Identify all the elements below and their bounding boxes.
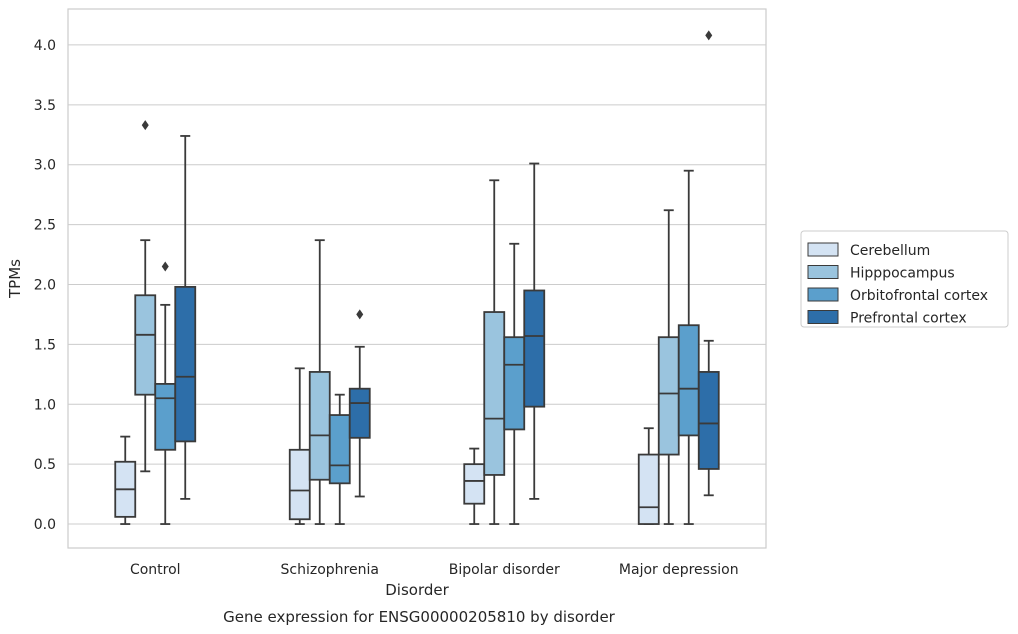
legend-label: Orbitofrontal cortex — [850, 288, 988, 304]
x-axis-label: Disorder — [385, 581, 449, 599]
box-2-2 — [503, 242, 526, 525]
box-1-0 — [288, 367, 311, 525]
box-body — [677, 324, 700, 437]
x-tick-label: Major depression — [619, 562, 739, 578]
y-tick-label: 1.0 — [34, 397, 56, 413]
outlier-point — [161, 261, 169, 272]
box-1-1 — [308, 239, 331, 525]
y-tick-label: 4.0 — [34, 38, 56, 54]
x-tick-label: Bipolar disorder — [449, 562, 560, 578]
box-2-3 — [523, 162, 546, 500]
box-3-0 — [637, 427, 660, 525]
legend-label: Prefrontal cortex — [850, 311, 967, 327]
box-body — [308, 371, 331, 481]
y-tick-label: 3.5 — [34, 98, 56, 114]
outlier-point — [356, 309, 364, 320]
box-body — [503, 336, 526, 431]
box-3-3 — [697, 30, 720, 497]
box-groups — [114, 30, 720, 525]
box-body — [523, 289, 546, 408]
y-tick-label: 1.5 — [34, 337, 56, 353]
y-tick-label: 3.0 — [34, 158, 56, 174]
box-body — [328, 414, 351, 485]
legend-swatch — [807, 287, 839, 302]
legend-swatch — [807, 242, 839, 257]
box-body — [463, 463, 486, 505]
box-1-3 — [348, 309, 371, 498]
box-body — [637, 453, 660, 525]
box-body — [134, 294, 157, 396]
box-0-1 — [134, 120, 157, 473]
box-0-0 — [114, 435, 137, 525]
box-body — [348, 387, 371, 439]
box-body — [483, 311, 506, 476]
box-body — [697, 371, 720, 470]
box-2-0 — [463, 447, 486, 525]
legend-frame — [800, 230, 1009, 328]
box-body — [657, 336, 680, 456]
box-2-1 — [483, 179, 506, 525]
outlier-point — [705, 30, 713, 41]
legend: Cerebellum Hipppocampus Orbitofrontal cort… — [800, 230, 1009, 328]
box-0-3 — [174, 135, 197, 500]
legend-swatch — [807, 265, 839, 279]
legend-swatch — [807, 310, 839, 324]
box-1-2 — [328, 393, 351, 525]
x-tick-label: Control — [130, 562, 181, 578]
box-body — [154, 383, 177, 451]
box-body — [288, 448, 311, 521]
y-axis-ticks: 0.0 0.5 1.0 1.5 2.0 2.5 3.0 3.5 4.0 — [34, 38, 56, 533]
y-tick-label: 2.0 — [34, 277, 56, 293]
y-tick-label: 2.5 — [34, 218, 56, 234]
box-3-2 — [677, 169, 700, 525]
legend-label: Hipppocampus — [850, 266, 955, 282]
x-axis-ticks: Control Schizophrenia Bipolar disorder Majo… — [130, 562, 739, 578]
y-axis-label: TPMs — [6, 259, 24, 299]
box-0-2 — [154, 261, 177, 525]
x-tick-label: Schizophrenia — [281, 562, 379, 578]
box-body — [174, 285, 197, 443]
box-3-1 — [657, 209, 680, 525]
plot-frame — [67, 8, 767, 549]
legend-label: Cerebellum — [850, 243, 930, 259]
y-tick-label: 0.5 — [34, 457, 56, 473]
outlier-point — [141, 120, 149, 131]
figure-caption: Gene expression for ENSG00000205810 by d… — [223, 608, 616, 626]
y-tick-label: 0.0 — [34, 517, 56, 533]
